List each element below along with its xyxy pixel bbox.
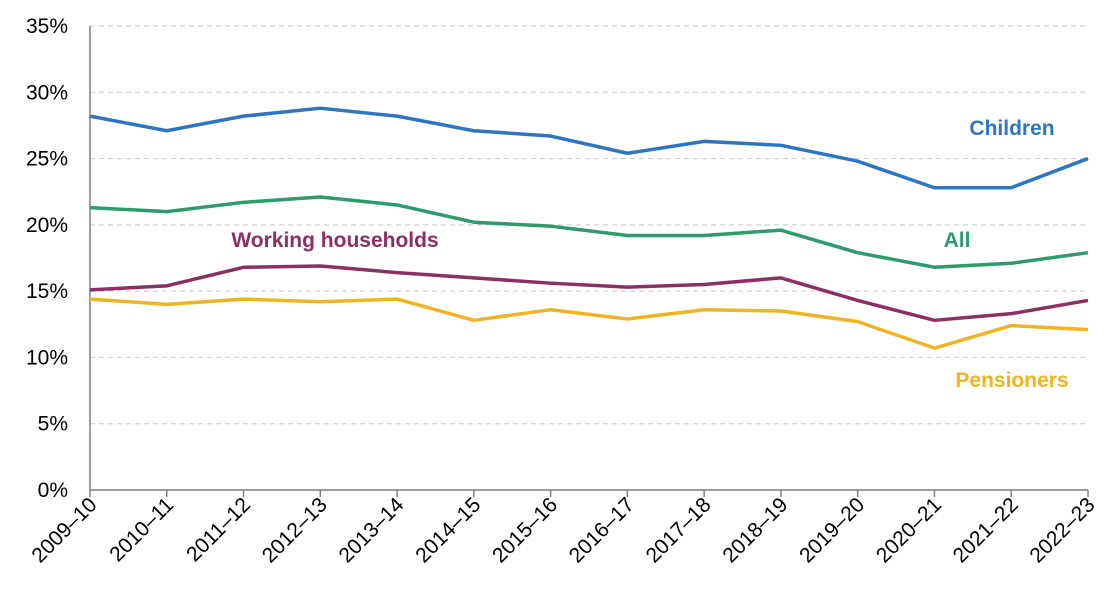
- series-label: All: [944, 229, 971, 252]
- x-tick-label: 2022–23: [1025, 493, 1099, 567]
- y-tick-label: 35%: [26, 15, 68, 38]
- y-tick-label: 15%: [26, 280, 68, 303]
- series-line: [89, 106, 1089, 190]
- x-tick-label: 2013–14: [335, 493, 409, 567]
- series-label: Working households: [231, 229, 438, 252]
- x-tick-label: 2012–13: [258, 493, 332, 567]
- x-tick-label: 2019–20: [795, 493, 869, 567]
- series-label: Children: [969, 117, 1054, 140]
- series-line: [89, 264, 1089, 323]
- series-label: Pensioners: [955, 369, 1068, 392]
- x-tick-label: 2011–12: [182, 493, 255, 566]
- y-tick-label: 25%: [26, 148, 68, 171]
- x-tick-label: 2017–18: [642, 493, 716, 567]
- y-tick-label: 20%: [26, 214, 68, 237]
- series-line: [89, 297, 1089, 350]
- x-tick-label: 2016–17: [565, 493, 639, 567]
- x-tick-label: 2018–19: [718, 493, 792, 567]
- y-tick-label: 10%: [26, 346, 68, 369]
- x-tick-label: 2010–11: [105, 493, 178, 566]
- series-line: [89, 195, 1089, 270]
- x-tick-label: 2014–15: [411, 493, 485, 567]
- x-tick-label: 2009–10: [27, 493, 101, 567]
- y-tick-label: 30%: [26, 81, 68, 104]
- x-tick-label: 2015–16: [488, 493, 562, 567]
- y-tick-label: 0%: [38, 479, 68, 502]
- y-tick-label: 5%: [38, 413, 68, 436]
- x-tick-label: 2020–21: [872, 493, 946, 567]
- x-tick-label: 2021–22: [949, 493, 1023, 567]
